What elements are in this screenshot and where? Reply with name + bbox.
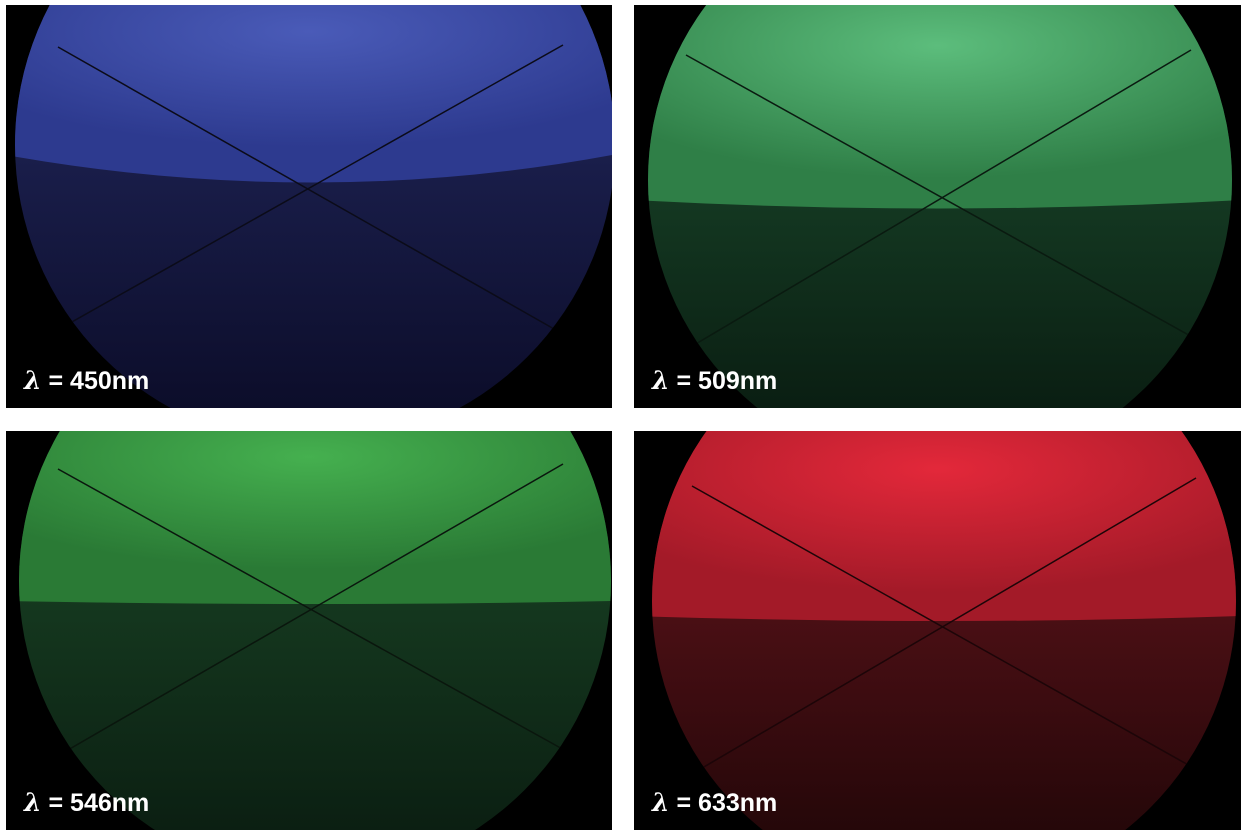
image-panel-509nm: λ = 509nm — [634, 5, 1241, 408]
equals-sign: = — [676, 367, 692, 395]
wavelength-unit: nm — [111, 789, 150, 817]
wavelength-label: λ = 509nm — [652, 368, 777, 394]
green-disk-image — [648, 5, 1232, 408]
lambda-symbol: λ — [652, 788, 670, 817]
lambda-symbol: λ — [652, 366, 670, 395]
wavelength-unit: nm — [111, 367, 150, 395]
green-disk-image — [19, 431, 611, 830]
lambda-symbol: λ — [24, 366, 42, 395]
wavelength-label: λ = 633nm — [652, 790, 777, 816]
wavelength-value: 546 — [70, 789, 112, 817]
wavelength-label: λ = 546nm — [24, 790, 149, 816]
equals-sign: = — [48, 367, 64, 395]
wavelength-unit: nm — [739, 367, 778, 395]
red-disk-image — [652, 431, 1236, 830]
wavelength-value: 509 — [698, 367, 740, 395]
blue-disk-image — [15, 5, 612, 408]
wavelength-label: λ = 450nm — [24, 368, 149, 394]
lambda-symbol: λ — [24, 788, 42, 817]
wavelength-unit: nm — [739, 789, 778, 817]
image-panel-546nm: λ = 546nm — [6, 431, 612, 830]
image-panel-450nm: λ = 450nm — [6, 5, 612, 408]
equals-sign: = — [48, 789, 64, 817]
wavelength-value: 633 — [698, 789, 740, 817]
wavelength-value: 450 — [70, 367, 112, 395]
image-panel-633nm: λ = 633nm — [634, 431, 1241, 830]
equals-sign: = — [676, 789, 692, 817]
